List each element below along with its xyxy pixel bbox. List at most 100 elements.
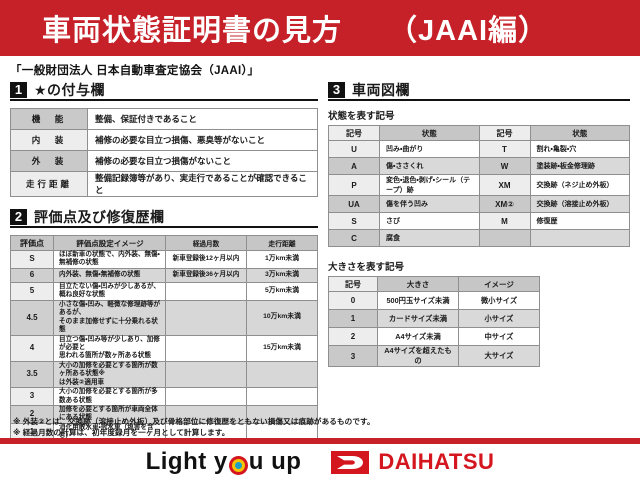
symbol-state: 変色・退色・剥げ・シール（テープ）跡 xyxy=(379,174,480,196)
size-code: 1 xyxy=(328,309,378,328)
table-row: 3 大小の加修を必要とする箇所が多数ある状態 xyxy=(10,387,318,406)
page-title-main: 車両状態証明書の見方 xyxy=(42,15,343,47)
criteria-label: 外 装 xyxy=(10,150,88,172)
column-header-symbol-2: 記号 xyxy=(478,125,531,141)
score-months: 新車登録後36ヶ月以内 xyxy=(165,267,247,283)
column-header-symbol: 記号 xyxy=(328,276,378,292)
score-months: 新車登録後12ヶ月以内 xyxy=(165,250,247,269)
table-row: 3 A4サイズを超えたもの 大サイズ xyxy=(328,345,540,367)
score-months xyxy=(165,299,247,336)
score-description: ほぼ新車の状態で、内外装、無傷・無補修の状態 xyxy=(53,250,166,269)
target-ring-icon xyxy=(228,455,248,475)
score-distance: 1万km未満 xyxy=(246,250,318,269)
section-3-title: 車両図欄 xyxy=(352,82,410,98)
daihatsu-wordmark: DAIHATSU xyxy=(378,449,495,474)
score-distance: 5万km未満 xyxy=(246,281,318,301)
evaluation-score-table: 評価点 評価点設定イメージ 経過月数 走行距離 S ほぼ新車の状態で、内外装、無… xyxy=(10,235,318,456)
table-row: S さび M 修復歴 xyxy=(328,212,630,230)
star-criteria-table: 機 能 整備、保証付きであること 内 装 補修の必要な目立つ損傷、悪臭等がないこ… xyxy=(10,108,318,197)
table-row: 6 内外装、無傷・無補修の状態 新車登録後36ヶ月以内 3万km未満 xyxy=(10,267,318,283)
table-row: U 凹み・曲がり T 割れ・亀裂・穴 xyxy=(328,140,630,158)
daihatsu-d-mark-icon xyxy=(331,450,370,474)
score-description: 小さな傷・凹み、軽微な修理跡等があるが、 そのまま加修せずに十分乗れる状態 xyxy=(53,299,166,336)
table-row: 内 装 補修の必要な目立つ損傷、悪臭等がないこと xyxy=(10,129,318,151)
symbol-code: UA xyxy=(328,195,380,213)
score-months xyxy=(165,334,247,362)
table-row: 1 カードサイズ未満 小サイズ xyxy=(328,309,540,328)
size-description: カードサイズ未満 xyxy=(377,309,459,328)
symbol-code: XM② xyxy=(478,195,531,213)
criteria-label: 走行距離 xyxy=(10,171,88,197)
symbol-table-caption: 状態を表す記号 xyxy=(328,111,395,122)
column-header-state-1: 状態 xyxy=(379,125,480,141)
table-row: 5 目立たない傷・凹みが少しあるが、概ね良好な状態 5万km未満 xyxy=(10,281,318,301)
criteria-value: 整備記録簿等があり、実走行であることが確認できること xyxy=(87,171,318,197)
score-value: S xyxy=(10,250,54,269)
size-image: 小サイズ xyxy=(458,309,540,328)
symbol-code: T xyxy=(478,140,531,158)
section-1-number: 1 xyxy=(10,82,27,98)
score-value: 2 xyxy=(10,405,54,424)
score-distance xyxy=(246,387,318,406)
symbol-code: M xyxy=(478,212,531,230)
size-code: 3 xyxy=(328,345,378,367)
score-value: 4.5 xyxy=(10,299,54,336)
subtitle: 「一般財団法人 日本自動車査定協会（JAAI）」 xyxy=(10,65,260,77)
symbol-code: S xyxy=(328,212,380,230)
symbol-state: 凹み・曲がり xyxy=(379,140,480,158)
size-image: 微小サイズ xyxy=(458,291,540,310)
content-columns: 1 ★の付与欄 機 能 整備、保証付きであること 内 装 補修の必要な目立つ損傷… xyxy=(0,78,640,456)
section-2-title: 評価点及び修復歴欄 xyxy=(34,209,165,225)
score-months xyxy=(165,387,247,406)
right-column: 3 車両図欄 状態を表す記号 記号 状態 記号 状態 U 凹み・曲がり xyxy=(328,82,630,456)
condition-symbol-table: 記号 状態 記号 状態 U 凹み・曲がり T 割れ・亀裂・穴 A xyxy=(328,125,630,247)
criteria-label: 内 装 xyxy=(10,129,88,151)
score-value: 6 xyxy=(10,267,54,283)
table-row: A 傷・ささくれ W 塗装跡・板金修理跡 xyxy=(328,157,630,175)
table-row: P 変色・退色・剥げ・シール（テープ）跡 XM 交換跡（ネジ止め外板） xyxy=(328,174,630,196)
column-header-symbol-1: 記号 xyxy=(328,125,380,141)
size-description: A4サイズ未満 xyxy=(377,327,459,346)
symbol-state: 傷・ささくれ xyxy=(379,157,480,175)
size-code: 0 xyxy=(328,291,378,310)
table-row: 0 500円玉サイズ未満 微小サイズ xyxy=(328,291,540,310)
score-description: 目立たない傷・凹みが少しあるが、概ね良好な状態 xyxy=(53,281,166,301)
footer-content: Light y u up DAIHATSU xyxy=(0,444,640,480)
symbol-code: U xyxy=(328,140,380,158)
score-months xyxy=(165,281,247,301)
symbol-code: XM xyxy=(478,174,531,196)
section-1-heading: 1 ★の付与欄 xyxy=(10,82,318,101)
size-image: 中サイズ xyxy=(458,327,540,346)
symbol-state: 塗装跡・板金修理跡 xyxy=(529,157,630,175)
table-row: 2 加修を必要とする箇所が車両全体にある状態 xyxy=(10,405,318,424)
column-header-image: イメージ xyxy=(458,276,540,292)
footnotes: ※ 外装②とは、交換跡（溶接止め外板）及び骨格部位に修復歴をともない損傷又は痕跡… xyxy=(13,416,375,439)
table-row: 外 装 補修の必要な目立つ損傷がないこと xyxy=(10,150,318,172)
symbol-state: 傷を伴う凹み xyxy=(379,195,480,213)
table-header-row: 評価点 評価点設定イメージ 経過月数 走行距離 xyxy=(10,235,318,251)
section-3-number: 3 xyxy=(328,82,345,98)
score-description: 大小の加修を必要とする箇所が数ヶ所ある状態※ は外装②適用車 xyxy=(53,360,166,389)
score-description: 加修を必要とする箇所が車両全体にある状態 xyxy=(53,405,166,424)
table-row: 1 消化用散水車・冠水車（塩害を含む） xyxy=(10,422,318,442)
table-row: C 腐食 xyxy=(328,229,630,247)
criteria-value: 補修の必要な目立つ損傷がないこと xyxy=(87,150,318,172)
score-value: 5 xyxy=(10,281,54,301)
symbol-state: 修復歴 xyxy=(529,212,630,230)
spacer xyxy=(328,247,630,259)
column-header-months: 経過月数 xyxy=(165,235,247,251)
table-row: 3.5 大小の加修を必要とする箇所が数ヶ所ある状態※ は外装②適用車 xyxy=(10,360,318,389)
daihatsu-logo: DAIHATSU xyxy=(331,449,494,475)
column-header-size: 大きさ xyxy=(377,276,459,292)
criteria-value: 整備、保証付きであること xyxy=(87,108,318,130)
criteria-label: 機 能 xyxy=(10,108,88,130)
symbol-code xyxy=(478,229,531,247)
column-header-distance: 走行距離 xyxy=(246,235,318,251)
score-value: 3 xyxy=(10,387,54,406)
size-symbol-table: 記号 大きさ イメージ 0 500円玉サイズ未満 微小サイズ 1 カードサイズ未… xyxy=(328,276,540,367)
symbol-code: A xyxy=(328,157,380,175)
score-value: 4 xyxy=(10,334,54,362)
symbol-code: W xyxy=(478,157,531,175)
score-distance: 10万km未満 xyxy=(246,299,318,336)
symbol-state: 腐食 xyxy=(379,229,480,247)
